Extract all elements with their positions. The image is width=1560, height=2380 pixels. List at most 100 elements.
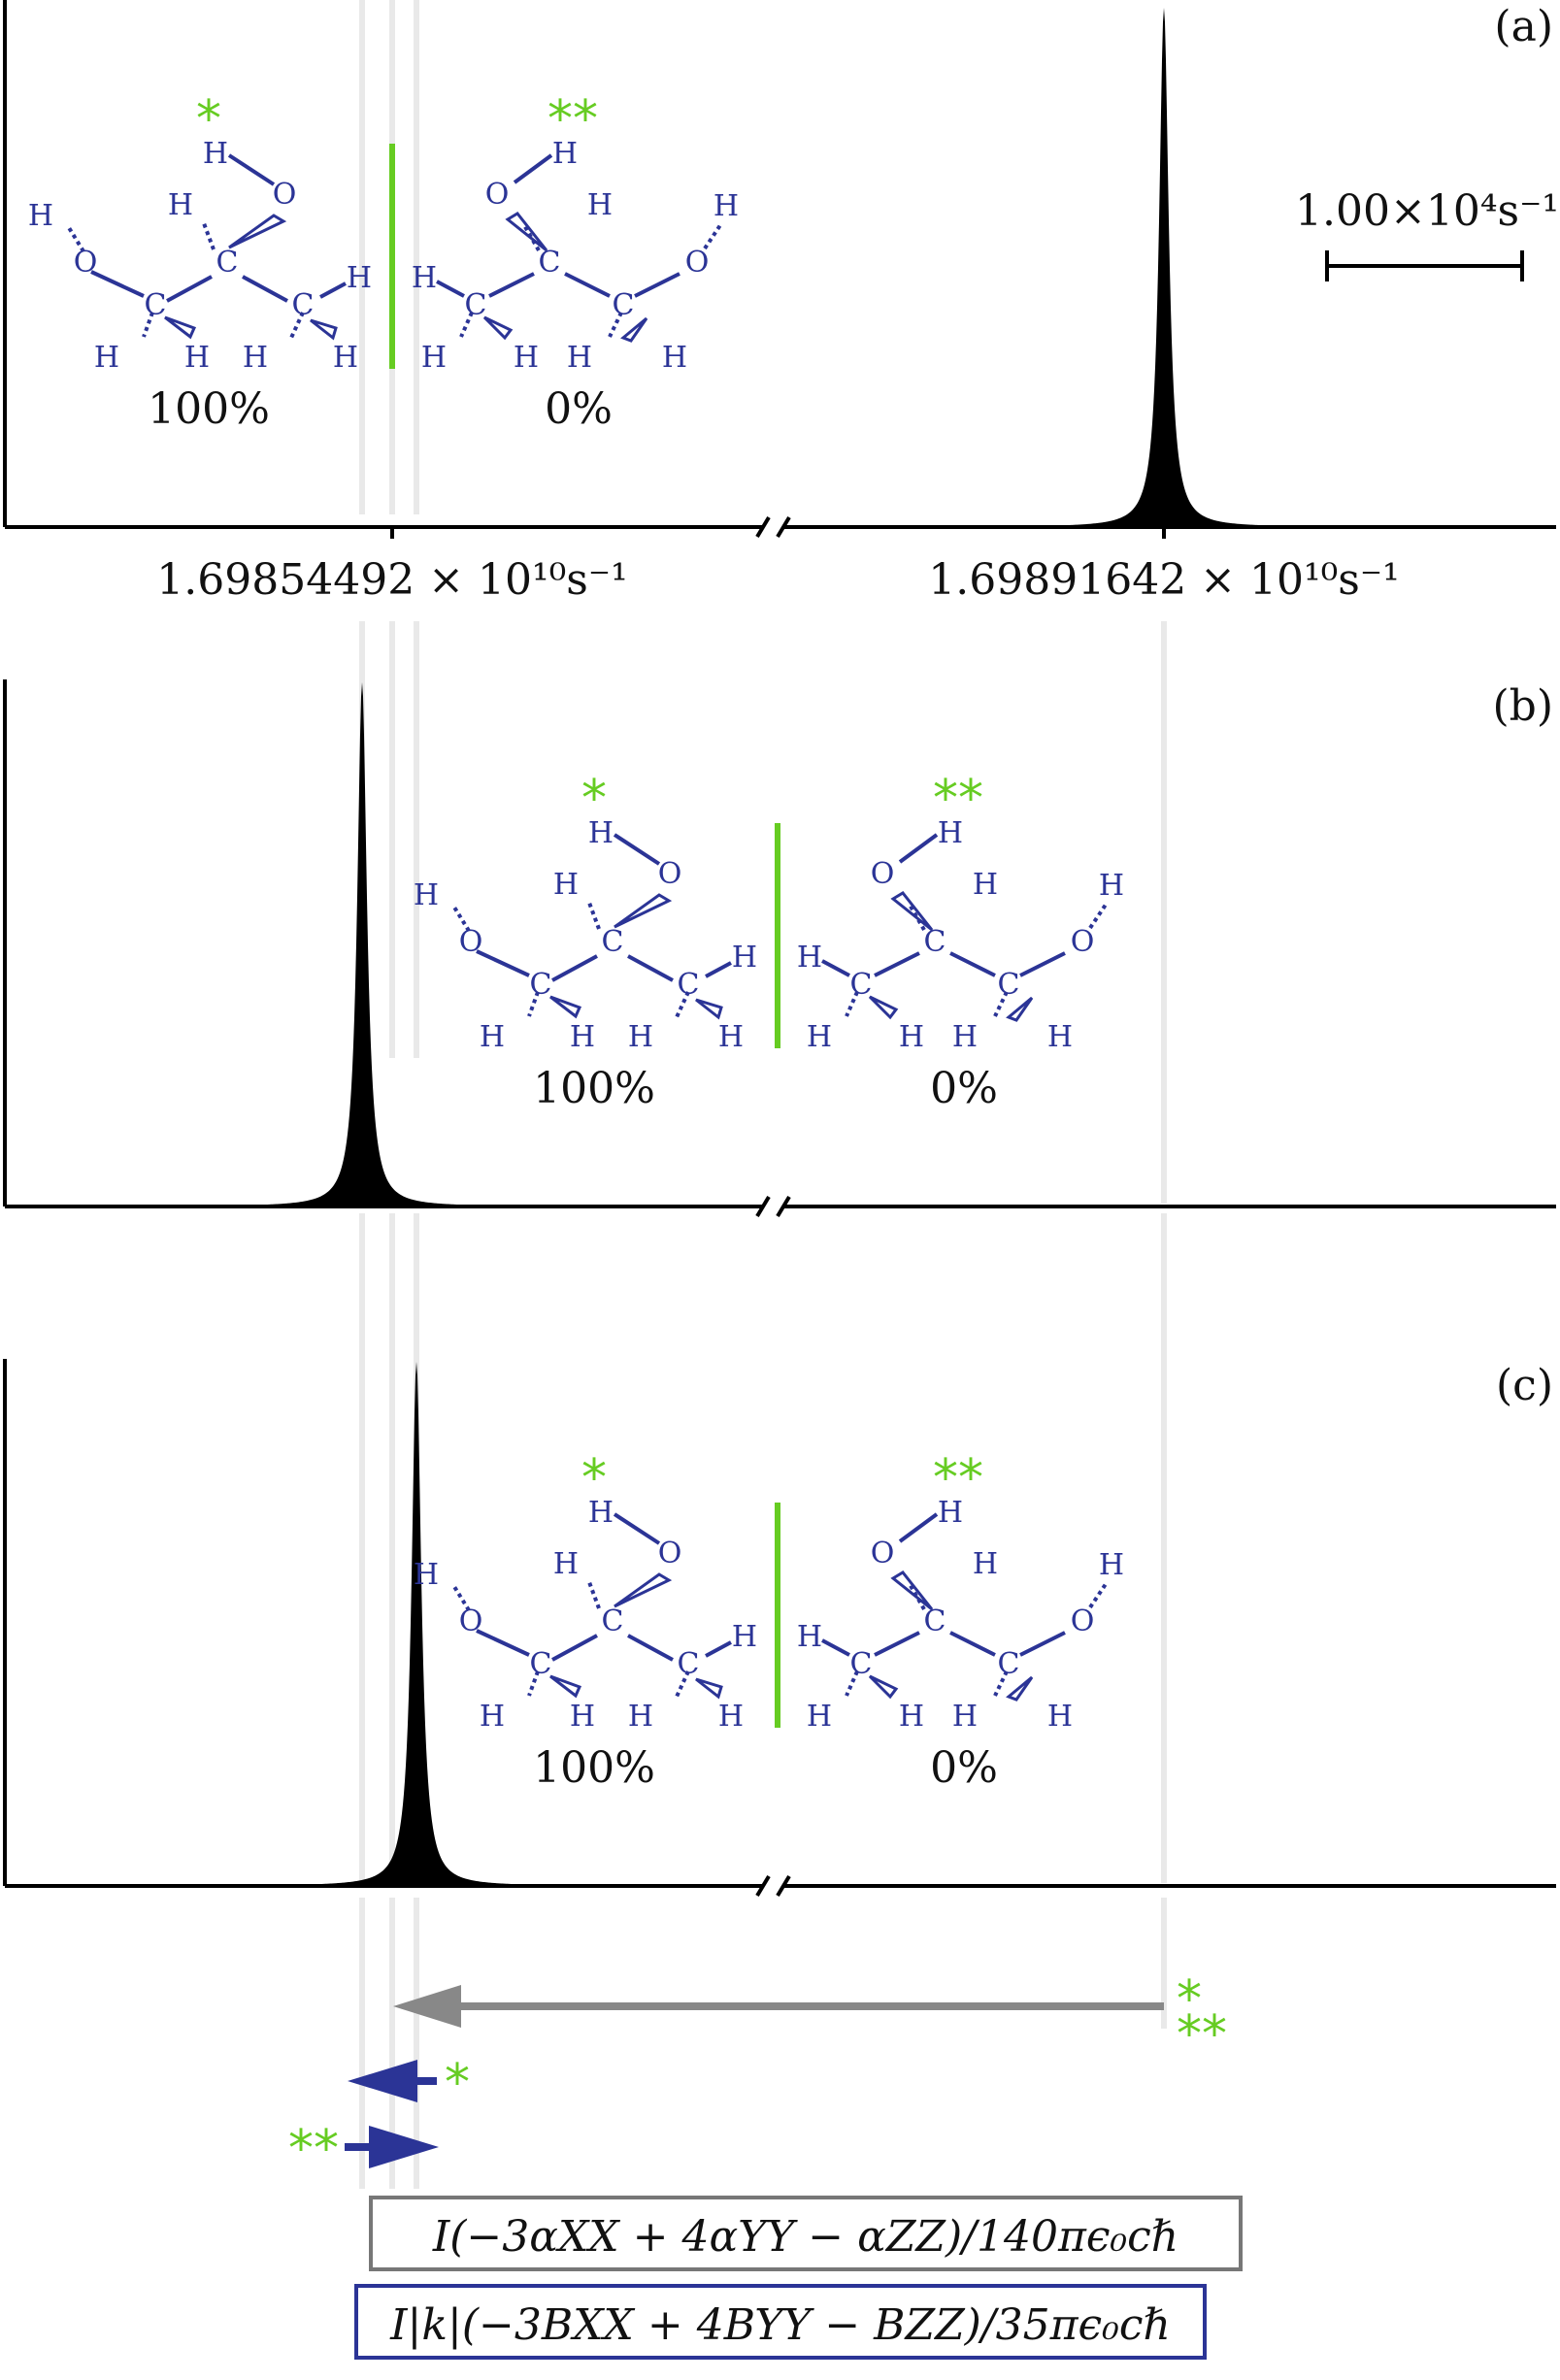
panel-c: (c) H O C H H C — [3, 1359, 1556, 1898]
marker-star: * — [581, 770, 607, 828]
atom-label: H — [662, 341, 687, 375]
atom-label: C — [530, 968, 552, 1002]
percent-label: 0% — [930, 1064, 998, 1113]
enantiomer-right: H C H H C O H H C H H O H ** 0% — [797, 1449, 1124, 1793]
formula-gray: I(−3αXX + 4αYY − αZZ)/140πϵ₀cℏ — [369, 2196, 1243, 2271]
atom-label: H — [570, 1700, 595, 1734]
atom-label: H — [587, 188, 613, 222]
atom-label: H — [421, 341, 447, 375]
atom-label: O — [658, 1537, 682, 1570]
atom-label: H — [414, 878, 439, 912]
guide-lines — [359, 0, 1167, 2189]
atom-label: H — [797, 941, 822, 975]
enantiomer-left: H O C H H C H H O C H H H * 100% — [28, 90, 372, 434]
blue-arrow-left-marker: * — [445, 2054, 470, 2112]
atom-label: H — [552, 137, 578, 171]
atom-label: C — [539, 246, 561, 280]
atom-label: C — [678, 1647, 700, 1681]
atom-label: O — [658, 857, 682, 891]
atom-label: H — [807, 1700, 832, 1734]
atom-label: H — [973, 1547, 998, 1581]
percent-label: 0% — [930, 1743, 998, 1793]
atom-label: C — [216, 246, 239, 280]
atom-label: C — [602, 925, 624, 959]
enantiomer-right: H C H H C O H H C H H O H ** 0% — [797, 770, 1124, 1113]
atom-label: C — [850, 968, 873, 1002]
molecule-pair-a: H O C H H C H H O C H H H * 100% — [28, 90, 739, 434]
atom-label: H — [807, 1020, 832, 1054]
atom-label: H — [899, 1700, 924, 1734]
atom-label: H — [797, 1620, 822, 1654]
atom-label: H — [412, 261, 437, 295]
molecule-pair-b: H O C H H C H H O C H H H * 100% — [414, 770, 1124, 1113]
marker-star: ** — [933, 770, 983, 828]
atom-label: C — [613, 288, 635, 322]
atom-label: H — [1099, 1548, 1124, 1582]
panel-b: (b) H O C H H C — [3, 679, 1556, 1218]
x-tick-label-left: 1.69854492 × 10¹⁰s⁻¹ — [156, 555, 627, 605]
scale-bar-label: 1.00×10⁴s⁻¹ — [1295, 186, 1559, 236]
marker-star: ** — [548, 90, 598, 149]
atom-label: C — [602, 1604, 624, 1638]
atom-label: H — [938, 1496, 963, 1530]
gray-arrow — [393, 1985, 1164, 2028]
blue-arrow-right-marker: ** — [288, 2120, 339, 2178]
atom-label: O — [871, 1537, 895, 1570]
enantiomer-left: H O C H H C H H O C H H H * 100% — [414, 1449, 757, 1793]
molecule-pair-c: H O C H H C H H O C H H H * 100% — [414, 1449, 1124, 1793]
atom-label: O — [273, 178, 297, 212]
percent-label: 100% — [533, 1743, 655, 1793]
panel-a: (a) 1.69854492 × 10¹⁰s⁻¹ 1.69891642 × 10… — [3, 0, 1559, 605]
atom-label: H — [94, 341, 119, 375]
marker-star: ** — [933, 1449, 983, 1507]
atom-label: H — [553, 868, 579, 902]
atom-label: H — [1099, 869, 1124, 903]
atom-label: H — [480, 1700, 505, 1734]
atom-label: H — [480, 1020, 505, 1054]
percent-label: 100% — [533, 1064, 655, 1113]
x-axis-c — [5, 1874, 1556, 1898]
atom-label: H — [718, 1020, 744, 1054]
atom-label: H — [973, 868, 998, 902]
atom-label: H — [952, 1020, 978, 1054]
atom-label: C — [678, 968, 700, 1002]
atom-label: H — [347, 261, 372, 295]
x-tick-label-right: 1.69891642 × 10¹⁰s⁻¹ — [928, 555, 1399, 605]
atom-label: O — [459, 1604, 483, 1638]
atom-label: H — [333, 341, 358, 375]
percent-label: 0% — [545, 384, 613, 434]
peak-b — [194, 682, 544, 1207]
panel-label-b: (b) — [1493, 681, 1554, 731]
gray-arrow-marker-2: ** — [1177, 2005, 1227, 2064]
atom-label: H — [718, 1700, 744, 1734]
atom-label: H — [1047, 1020, 1073, 1054]
atom-label: O — [685, 246, 710, 280]
atom-label: H — [938, 816, 963, 850]
scale-bar: 1.00×10⁴s⁻¹ — [1295, 186, 1559, 281]
atom-label: H — [567, 341, 592, 375]
shift-legend: * ** * ** — [288, 1970, 1227, 2178]
atom-label: H — [588, 1496, 614, 1530]
marker-star: * — [196, 90, 221, 149]
atom-label: C — [530, 1647, 552, 1681]
formula-blue: I|k|(−3BXX + 4BYY − BZZ)/35πϵ₀cℏ — [354, 2284, 1207, 2360]
atom-label: H — [899, 1020, 924, 1054]
atom-label: O — [74, 246, 98, 280]
enantiomer-left: H O C H H C H H O C H H H * 100% — [414, 770, 757, 1113]
atom-label: H — [553, 1547, 579, 1581]
atom-label: O — [459, 925, 483, 959]
atom-label: H — [28, 199, 53, 233]
atom-label: H — [628, 1700, 653, 1734]
atom-label: O — [1071, 1604, 1095, 1638]
atom-label: H — [514, 341, 539, 375]
x-axis-a — [5, 515, 1556, 539]
atom-label: C — [145, 288, 167, 322]
atom-label: H — [203, 137, 228, 171]
atom-label: C — [465, 288, 487, 322]
blue-arrow-right — [345, 2126, 439, 2168]
atom-label: C — [924, 1604, 946, 1638]
panel-label-a: (a) — [1494, 2, 1553, 51]
atom-label: C — [998, 968, 1020, 1002]
blue-arrow-left — [348, 2060, 437, 2102]
